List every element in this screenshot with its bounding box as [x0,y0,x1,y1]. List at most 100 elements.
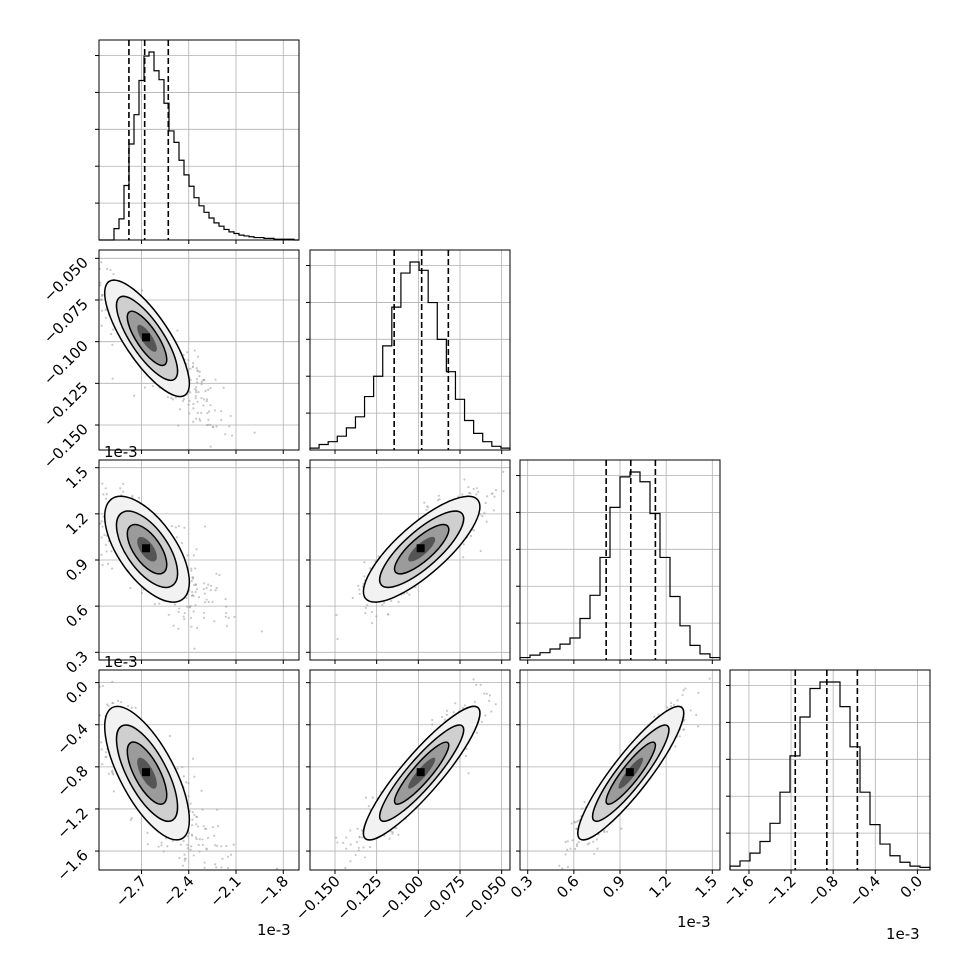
panel-0-1-point [192,420,195,423]
panel-0-3-point [198,838,201,841]
panel-1-2-point [477,490,480,493]
panel-0-1-point [188,412,191,415]
panel-0-1-point [207,418,210,421]
panel-2-3-point [682,728,685,731]
panel-2-3-point [566,840,569,843]
panel-0-2-point [129,587,132,590]
panel-1-2-point [472,487,475,491]
panel-1-3-point [358,836,361,839]
panel-0-3-point [104,755,107,759]
panel-0-2-point [214,589,217,592]
panel-0-2-point [111,567,114,570]
panel-2-3-point [674,745,677,748]
panel-1-3-point [464,754,468,758]
panel-0-3-point [129,818,133,821]
panel-0-3-point [186,835,189,838]
panel-0-3-point [190,845,193,848]
panel-0-3-point [201,843,205,846]
panel-1-3-point [465,747,468,751]
panel-0-3-point [221,857,224,860]
panel-0-2-point [192,610,195,613]
panel-0-2-point [233,615,236,618]
panel-1-3-point [490,710,493,713]
panel-1-2-point [484,501,487,505]
hist-3-grid [730,670,930,870]
panel-1-3-point [488,699,491,702]
panel-0-3-point [166,845,169,848]
panel-2-3-point [653,715,656,718]
panel-0-2-point [122,482,125,485]
panel-0-1-point [195,377,199,381]
panel-1-3-point [335,836,338,839]
panel-0-2-point [183,611,186,615]
panel-0-2-point [215,586,218,589]
panel-1-2-point [364,611,367,615]
panel-1-3-point [452,711,455,714]
panel-2-3-point [593,852,596,856]
panel-1-2-point [386,613,390,616]
panel-0-3-point [104,751,108,754]
panel-0-1-point [198,375,201,378]
panel-0-2-point [194,567,197,570]
panel-0-2-point [105,550,108,553]
panel-2-3-point [683,718,686,721]
panel-0-2-point [192,594,195,598]
panel-0-2-point [190,569,193,572]
panel-0-1-point [213,409,217,412]
panel-2-3-point [603,830,606,834]
panel-0-3-point [276,867,279,870]
panel-0-2-point [203,582,206,585]
panel-0-2-point [190,567,193,570]
panel-2-3-point [569,847,572,850]
panel-1-2-point [358,592,361,596]
panel-1-2-point [375,615,378,618]
panel-0-1-point [214,378,217,381]
panel-0-3-point [186,843,189,847]
panel-0-1-point [194,391,198,394]
panel-1-3-point [463,704,466,707]
panel-2-3-point [682,688,685,692]
panel-0-1-point [141,289,144,292]
panel-2-3-point [697,691,700,695]
panel-0-2-point [158,602,161,605]
panel-1-3-point [397,833,400,837]
panel-2-3-point [689,709,692,712]
panel-0-3-point [107,704,110,707]
panel-0-2-point [209,584,213,588]
panel-0-1-point [220,418,223,422]
panel-0-2-point [100,520,103,523]
panel-1-2-point [369,567,372,570]
panel-0-1-point [222,386,225,389]
panel-0-2-point [194,583,198,587]
panel-0-1-point [100,309,104,312]
panel-1-2-point [382,601,386,604]
panel-0-3-point [111,769,114,772]
panel-0-1-point [109,268,112,272]
panel-1-2-point [479,549,482,553]
panel-0-1-point [166,395,170,399]
panel-0-1-point [209,445,212,448]
panel-0-2-point [102,493,105,496]
panel-0-2-point [185,596,188,600]
panel-0-3-point [107,772,111,775]
panel-0-3-point [178,856,181,860]
panel-0-2-point [103,533,106,536]
panel-1-3-point [356,827,359,830]
panel-0-1-point [194,397,197,400]
panel-0-1-point [187,403,190,406]
panel-0-2-point [167,613,170,616]
panel-0-2-point [207,583,210,586]
panel-0-1-point [199,419,202,422]
panel-0-1-point [202,378,205,382]
panel-1-3-point [357,846,360,849]
panel-1-2-point [502,490,505,493]
panel-0-3-point [188,831,191,835]
panel-0-2-point [172,624,175,627]
panel-2-3-point [595,838,598,841]
panel-1-3-peak [416,768,425,777]
panel-2-3-point [678,735,681,738]
hist-3-step-line [729,681,931,870]
panel-1-3-point [355,841,359,844]
panel-1-3-point [475,683,478,686]
panel-1-2-point [423,501,426,504]
